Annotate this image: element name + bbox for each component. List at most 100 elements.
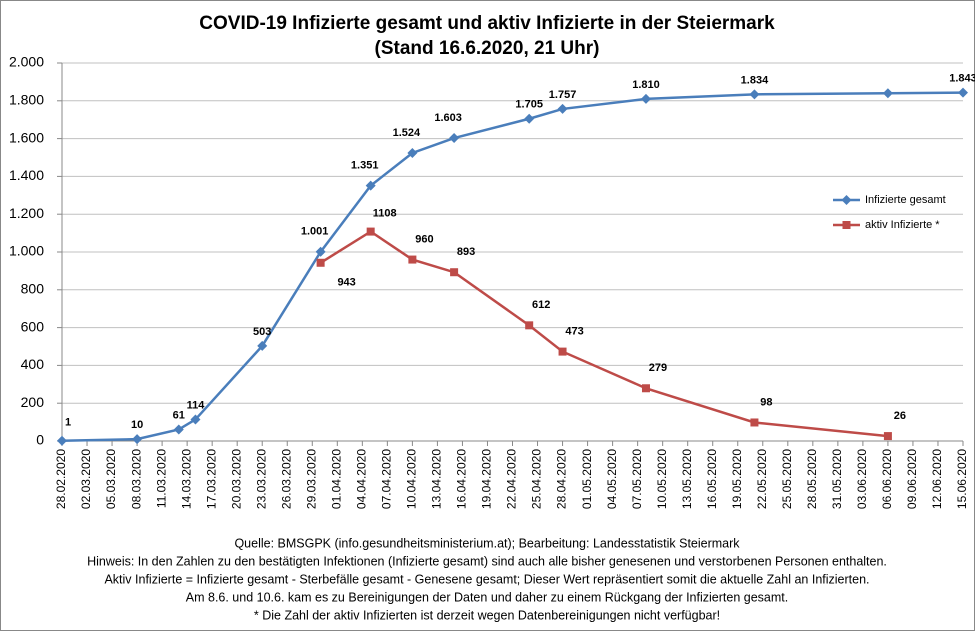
data-label: 612 — [532, 299, 550, 311]
y-tick-label: 800 — [21, 281, 45, 297]
marker — [450, 268, 459, 277]
data-label: 26 — [894, 410, 906, 422]
data-label: 1.351 — [351, 160, 379, 172]
data-label: 960 — [415, 233, 433, 245]
x-tick-label: 16.05.2020 — [705, 449, 719, 509]
x-tick-label: 09.06.2020 — [905, 449, 919, 509]
data-label: 1.843 — [949, 73, 975, 85]
marker — [640, 93, 651, 104]
x-tick-label: 31.05.2020 — [830, 449, 844, 509]
data-label: 1 — [65, 417, 71, 429]
x-tick-label: 29.03.2020 — [304, 449, 318, 509]
marker — [525, 321, 534, 330]
data-label: 1.834 — [741, 74, 769, 86]
marker — [641, 384, 650, 393]
x-tick-label: 06.06.2020 — [880, 449, 894, 509]
marker — [316, 258, 325, 267]
marker — [883, 432, 892, 441]
marker — [449, 133, 460, 144]
x-tick-label: 25.05.2020 — [780, 449, 794, 509]
x-tick-label: 04.04.2020 — [355, 449, 369, 509]
x-tick-label: 04.05.2020 — [605, 449, 619, 509]
marker — [366, 227, 375, 236]
x-tick-label: 01.04.2020 — [329, 449, 343, 509]
marker — [558, 347, 567, 356]
x-tick-label: 19.04.2020 — [480, 449, 494, 509]
x-tick-label: 22.04.2020 — [505, 449, 519, 509]
y-tick-label: 1.000 — [9, 243, 44, 259]
x-tick-label: 16.04.2020 — [455, 449, 469, 509]
x-tick-label: 28.05.2020 — [805, 449, 819, 509]
data-label: 1.705 — [515, 99, 543, 111]
x-tick-label: 02.03.2020 — [79, 449, 93, 509]
marker — [841, 195, 852, 205]
x-tick-label: 08.03.2020 — [129, 449, 143, 509]
y-tick-label: 400 — [21, 356, 45, 372]
marker — [173, 424, 184, 435]
chart-title: COVID-19 Infizierte gesamt und aktiv Inf… — [199, 13, 775, 34]
x-tick-label: 22.05.2020 — [755, 449, 769, 509]
x-tick-label: 26.03.2020 — [279, 449, 293, 509]
x-tick-label: 10.05.2020 — [655, 449, 669, 509]
y-tick-label: 1.600 — [9, 129, 44, 145]
footnote: Quelle: BMSGPK (info.gesundheitsminister… — [234, 536, 740, 550]
marker — [365, 180, 376, 191]
chart-subtitle: (Stand 16.6.2020, 21 Uhr) — [375, 38, 600, 59]
data-label: 1.603 — [434, 112, 462, 124]
data-label: 893 — [457, 246, 475, 258]
marker — [557, 103, 568, 114]
y-tick-label: 600 — [21, 318, 45, 334]
data-label: 61 — [173, 409, 185, 421]
marker — [315, 246, 326, 257]
marker — [132, 434, 143, 445]
marker — [408, 255, 417, 264]
marker — [190, 414, 201, 425]
x-tick-label: 13.05.2020 — [680, 449, 694, 509]
marker — [257, 340, 268, 351]
y-tick-label: 1.400 — [9, 167, 44, 183]
x-tick-label: 07.05.2020 — [630, 449, 644, 509]
x-tick-label: 07.04.2020 — [380, 449, 394, 509]
x-tick-label: 14.03.2020 — [179, 449, 193, 509]
x-tick-label: 17.03.2020 — [204, 449, 218, 509]
data-label: 943 — [337, 277, 355, 289]
footnote: Aktiv Infizierte = Infizierte gesamt - S… — [104, 572, 869, 586]
data-label: 1.001 — [301, 226, 329, 238]
marker — [882, 88, 893, 99]
marker — [958, 87, 968, 98]
x-tick-label: 01.05.2020 — [580, 449, 594, 509]
x-tick-label: 12.06.2020 — [930, 449, 944, 509]
legend-label: Infizierte gesamt — [865, 194, 946, 206]
y-tick-label: 1.200 — [9, 205, 44, 221]
footnote: Am 8.6. und 10.6. kam es zu Bereinigunge… — [186, 590, 788, 604]
data-label: 1.524 — [393, 127, 421, 139]
y-tick-label: 0 — [36, 432, 44, 448]
y-tick-label: 200 — [21, 394, 45, 410]
marker — [57, 435, 67, 446]
x-tick-label: 11.03.2020 — [154, 449, 168, 508]
data-label: 503 — [253, 326, 271, 338]
data-label: 1108 — [373, 207, 397, 219]
marker — [407, 147, 418, 158]
y-tick-label: 2.000 — [9, 54, 44, 70]
data-label: 1.810 — [632, 79, 660, 91]
footnote: * Die Zahl der aktiv Infizierten ist der… — [254, 608, 720, 622]
x-tick-label: 28.02.2020 — [54, 449, 68, 509]
x-tick-label: 28.04.2020 — [555, 449, 569, 509]
data-label: 98 — [760, 396, 772, 408]
x-tick-label: 19.05.2020 — [730, 449, 744, 509]
x-tick-label: 23.03.2020 — [254, 449, 268, 509]
marker — [524, 113, 535, 124]
x-tick-label: 13.04.2020 — [430, 449, 444, 509]
y-tick-label: 1.800 — [9, 92, 44, 108]
marker — [749, 89, 760, 100]
x-tick-label: 20.03.2020 — [229, 449, 243, 509]
legend-label: aktiv Infizierte * — [865, 219, 940, 231]
x-tick-label: 25.04.2020 — [530, 449, 544, 509]
x-tick-label: 05.03.2020 — [104, 449, 118, 509]
marker — [750, 418, 759, 427]
x-tick-label: 03.06.2020 — [855, 449, 869, 509]
x-tick-label: 15.06.2020 — [955, 449, 969, 509]
